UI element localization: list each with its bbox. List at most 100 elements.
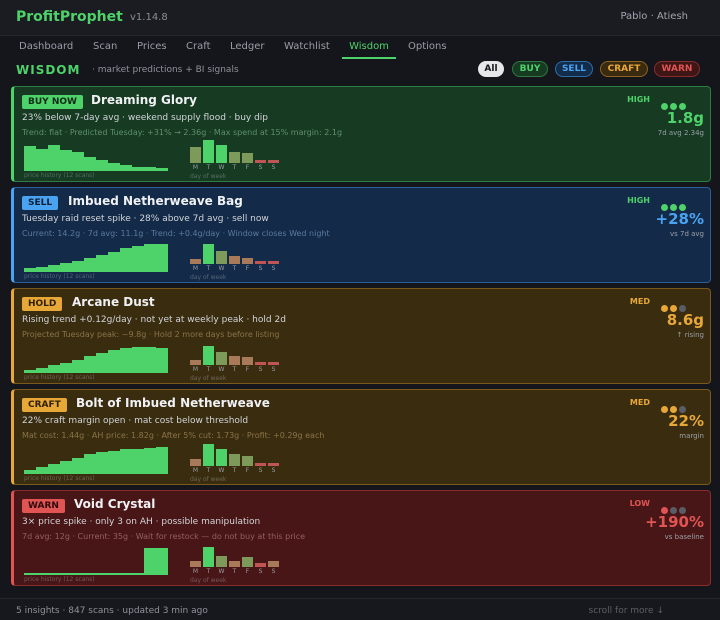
confidence-label: HIGH: [627, 196, 650, 205]
insight-detail: Trend: flat · Predicted Tuesday: +31% → …: [22, 128, 343, 137]
history-bar: [24, 145, 36, 171]
confidence-dot: [670, 204, 677, 211]
item-title[interactable]: Bolt of Imbued Netherweave: [76, 396, 270, 410]
confidence-label: MED: [629, 297, 650, 306]
filter-sell[interactable]: SELL: [555, 61, 593, 77]
history-bar: [60, 461, 72, 474]
user-realm[interactable]: Pablo · Atiesh: [620, 11, 688, 22]
history-bar: [132, 245, 144, 272]
key-value: 8.6g: [666, 311, 704, 329]
history-bar: [96, 572, 108, 575]
history-bar: [132, 166, 144, 171]
filter-craft[interactable]: CRAFT: [600, 61, 648, 77]
weekday-label: T: [232, 164, 237, 171]
tab-craft[interactable]: Craft: [186, 41, 211, 52]
weekday-label: W: [218, 265, 225, 272]
history-bar: [24, 268, 36, 272]
key-value-sub: margin: [679, 432, 704, 440]
history-bar: [24, 469, 36, 474]
price-history-caption: price history (12 scans): [24, 374, 95, 381]
filter-all[interactable]: All: [478, 61, 504, 77]
app-version: v1.14.8: [130, 12, 168, 23]
weekday-label: T: [206, 265, 211, 272]
weekday-bar: [216, 448, 227, 466]
weekday-label: S: [271, 568, 276, 575]
item-title[interactable]: Imbued Netherweave Bag: [68, 194, 243, 208]
day-of-week-chart: [190, 240, 286, 264]
tab-wisdom[interactable]: Wisdom: [342, 41, 396, 59]
day-of-week-caption: day of week: [190, 577, 227, 584]
history-bar: [24, 572, 36, 575]
weekday-label: T: [206, 467, 211, 474]
confidence-dot: [661, 305, 668, 312]
history-bar: [36, 466, 48, 474]
filter-buy[interactable]: BUY: [512, 61, 548, 77]
weekday-bar: [190, 147, 201, 163]
buy-now-badge: BUY NOW: [22, 95, 83, 109]
confidence-dot: [670, 406, 677, 413]
insight-card-sell[interactable]: SELL Imbued Netherweave Bag Tuesday raid…: [11, 187, 711, 283]
history-bar: [120, 572, 132, 575]
insight-card-craft[interactable]: CRAFT Bolt of Imbued Netherweave 22% cra…: [11, 389, 711, 485]
weekday-bar: [203, 547, 214, 567]
item-title[interactable]: Arcane Dust: [72, 295, 155, 309]
day-of-week-chart: [190, 442, 286, 466]
day-of-week-chart: [190, 543, 286, 567]
weekday-label: T: [206, 164, 211, 171]
weekday-label: M: [192, 164, 199, 171]
history-bar: [156, 244, 168, 272]
history-bar: [48, 145, 60, 171]
weekday-bar: [229, 152, 240, 163]
item-title[interactable]: Dreaming Glory: [91, 93, 197, 107]
weekday-bar: [242, 152, 253, 163]
history-bar: [36, 367, 48, 373]
key-value-sub: ↑ rising: [676, 331, 704, 339]
filter-warn[interactable]: WARN: [654, 61, 700, 77]
tab-prices[interactable]: Prices: [137, 41, 167, 52]
tab-options[interactable]: Options: [408, 41, 447, 52]
history-bar: [156, 168, 168, 171]
confidence-dot: [670, 305, 677, 312]
history-bar: [144, 167, 156, 171]
weekday-label: T: [232, 568, 237, 575]
weekday-label: F: [245, 366, 250, 373]
history-bar: [84, 258, 96, 272]
weekday-label: F: [245, 164, 250, 171]
history-bar: [24, 370, 36, 373]
tab-scan[interactable]: Scan: [93, 41, 118, 52]
history-bar: [48, 365, 60, 373]
weekday-label: S: [258, 366, 263, 373]
history-bar: [84, 572, 96, 575]
weekday-bar: [203, 346, 214, 365]
tab-ledger[interactable]: Ledger: [230, 41, 265, 52]
weekday-label: T: [232, 467, 237, 474]
last-updated: updated 3 min ago: [122, 606, 208, 616]
weekday-bar: [242, 556, 253, 567]
weekday-bar: [216, 250, 227, 264]
history-bar: [132, 448, 144, 474]
insight-card-hold[interactable]: HOLD Arcane Dust Rising trend +0.12g/day…: [11, 288, 711, 384]
insight-summary: Rising trend +0.12g/day · not yet at wee…: [22, 315, 286, 325]
item-title[interactable]: Void Crystal: [74, 497, 156, 511]
scroll-hint[interactable]: scroll for more ↓: [588, 606, 664, 616]
weekday-label: W: [218, 467, 225, 474]
weekday-label: S: [258, 164, 263, 171]
confidence-dot: [661, 406, 668, 413]
weekday-bar: [268, 362, 279, 365]
history-bar: [108, 162, 120, 171]
key-value-sub: 7d avg 2.34g: [657, 129, 704, 137]
weekday-label: S: [258, 568, 263, 575]
weekday-label: T: [206, 366, 211, 373]
history-bar: [60, 263, 72, 272]
weekday-bar: [190, 561, 201, 567]
tab-watchlist[interactable]: Watchlist: [284, 41, 330, 52]
insight-card-buy[interactable]: BUY NOW Dreaming Glory 23% below 7-day a…: [11, 86, 711, 182]
price-history-chart: [24, 141, 168, 171]
weekday-bar: [255, 563, 266, 567]
insight-summary: Tuesday raid reset spike · 28% above 7d …: [22, 214, 269, 224]
weekday-bar: [216, 351, 227, 365]
insight-card-warn[interactable]: WARN Void Crystal 3× price spike · only …: [11, 490, 711, 586]
tab-dashboard[interactable]: Dashboard: [19, 41, 74, 52]
weekday-bar: [229, 561, 240, 567]
history-bar: [60, 572, 72, 575]
